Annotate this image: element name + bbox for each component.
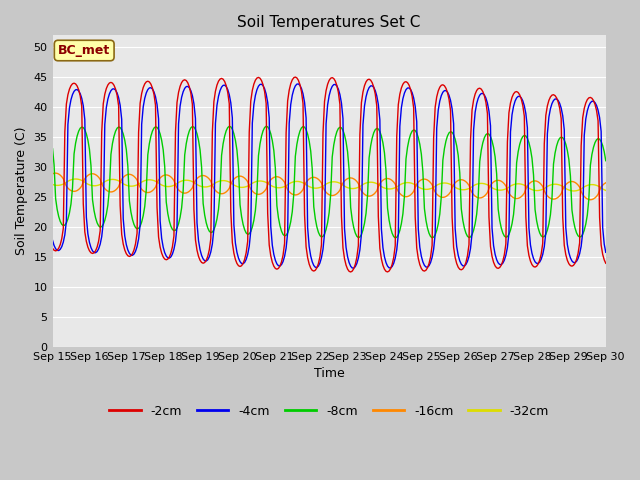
-32cm bbox=[72, 176, 79, 182]
-32cm bbox=[602, 188, 609, 193]
-16cm bbox=[396, 191, 404, 196]
-16cm bbox=[384, 176, 392, 181]
-16cm bbox=[52, 170, 60, 176]
Text: BC_met: BC_met bbox=[58, 44, 110, 57]
-8cm bbox=[384, 205, 392, 211]
Line: -2cm: -2cm bbox=[52, 77, 605, 272]
-8cm bbox=[397, 221, 405, 227]
-16cm bbox=[66, 187, 74, 192]
-8cm bbox=[152, 124, 159, 130]
-8cm bbox=[538, 233, 545, 239]
-2cm bbox=[152, 102, 159, 108]
-8cm bbox=[392, 235, 399, 240]
-8cm bbox=[602, 158, 609, 164]
-2cm bbox=[602, 260, 609, 266]
-32cm bbox=[153, 179, 161, 185]
-4cm bbox=[397, 105, 405, 111]
Y-axis label: Soil Temperature (C): Soil Temperature (C) bbox=[15, 127, 28, 255]
-2cm bbox=[367, 77, 374, 83]
-8cm bbox=[365, 155, 373, 161]
-4cm bbox=[367, 83, 374, 89]
-16cm bbox=[49, 171, 56, 177]
-4cm bbox=[350, 265, 358, 271]
-8cm bbox=[49, 146, 56, 152]
-2cm bbox=[49, 245, 56, 251]
-32cm bbox=[64, 179, 72, 184]
-16cm bbox=[602, 180, 609, 186]
-16cm bbox=[586, 197, 594, 203]
-2cm bbox=[291, 74, 299, 80]
-32cm bbox=[384, 186, 392, 192]
Line: -4cm: -4cm bbox=[52, 84, 605, 268]
-4cm bbox=[49, 238, 56, 243]
-2cm bbox=[347, 269, 355, 275]
-2cm bbox=[64, 92, 72, 97]
-32cm bbox=[570, 188, 577, 194]
-32cm bbox=[536, 187, 543, 193]
Legend: -2cm, -4cm, -8cm, -16cm, -32cm: -2cm, -4cm, -8cm, -16cm, -32cm bbox=[104, 400, 554, 423]
X-axis label: Time: Time bbox=[314, 367, 344, 380]
-32cm bbox=[365, 180, 373, 185]
-4cm bbox=[538, 256, 545, 262]
-4cm bbox=[152, 94, 159, 99]
-8cm bbox=[262, 123, 270, 129]
-32cm bbox=[396, 182, 404, 188]
Title: Soil Temperatures Set C: Soil Temperatures Set C bbox=[237, 15, 421, 30]
-16cm bbox=[536, 180, 543, 186]
Line: -16cm: -16cm bbox=[52, 173, 605, 200]
-2cm bbox=[385, 268, 393, 274]
-8cm bbox=[64, 216, 72, 222]
-4cm bbox=[602, 250, 609, 255]
-4cm bbox=[294, 81, 302, 87]
-4cm bbox=[64, 121, 72, 127]
-4cm bbox=[385, 265, 393, 271]
Line: -8cm: -8cm bbox=[52, 126, 605, 238]
-16cm bbox=[153, 180, 161, 186]
-2cm bbox=[397, 85, 405, 91]
Line: -32cm: -32cm bbox=[52, 179, 605, 191]
-32cm bbox=[49, 181, 56, 187]
-16cm bbox=[365, 193, 373, 199]
-2cm bbox=[538, 251, 545, 257]
